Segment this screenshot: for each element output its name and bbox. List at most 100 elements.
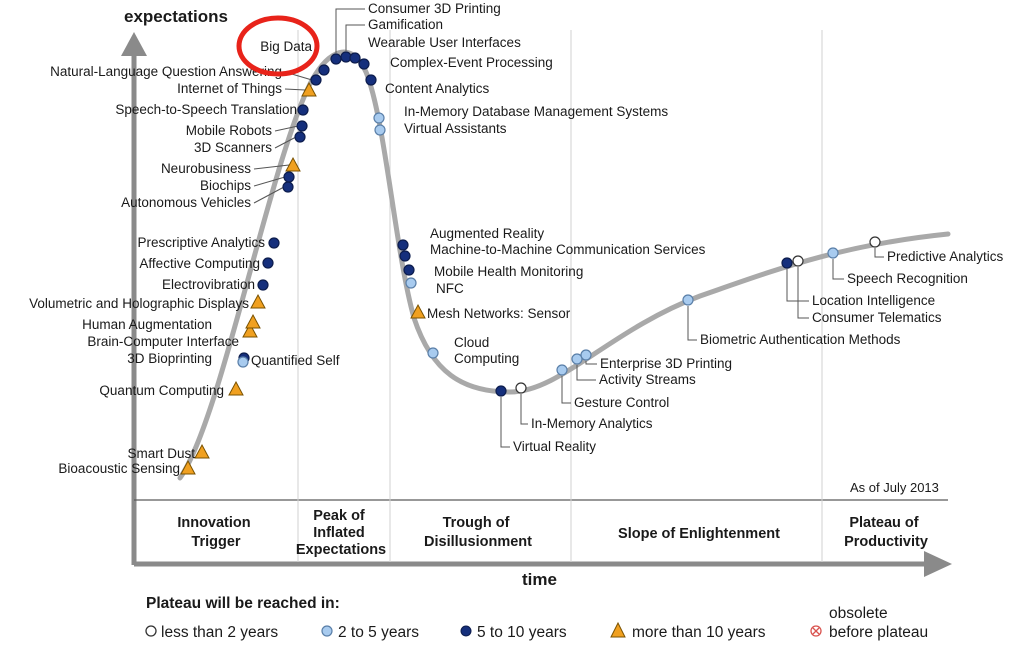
legend-obsolete-icon (810, 625, 822, 637)
label-gesture-control: Gesture Control (574, 395, 669, 410)
y-axis-title: expectations (124, 7, 228, 26)
leader-lines (253, 8, 884, 448)
marker-prescriptive-analytics (268, 237, 280, 249)
leader-speech-recognition (832, 259, 844, 280)
label-complex-event-processing: Complex-Event Processing (390, 55, 553, 70)
legend-5to10-icon (460, 625, 472, 637)
marker-cloud-computing (427, 347, 439, 359)
label-consumer-telematics: Consumer Telematics (812, 310, 942, 325)
label-activity-streams: Activity Streams (599, 372, 696, 387)
marker-consumer-telematics (792, 255, 804, 267)
label-smart-dust: Smart Dust (127, 446, 195, 461)
marker-smart-dust (194, 443, 210, 459)
marker-wearable-user-interfaces (349, 52, 361, 64)
label-machine-to-machine-communication-services: Machine-to-Machine Communication Service… (430, 242, 706, 257)
marker-in-memory-database-management-systems (373, 112, 385, 124)
label-prescriptive-analytics: Prescriptive Analytics (137, 235, 265, 250)
label-bioacoustic-sensing: Bioacoustic Sensing (58, 461, 180, 476)
legend-2to5-icon (321, 625, 333, 637)
legend-item-5to10: 5 to 10 years (460, 624, 567, 641)
label-gamification: Gamification (368, 17, 443, 32)
legend-gt10-icon (610, 621, 626, 638)
label-autonomous-vehicles: Autonomous Vehicles (121, 195, 251, 210)
legend-5to10-label: 5 to 10 years (477, 624, 567, 641)
label-biochips: Biochips (200, 178, 251, 193)
marker-bioacoustic-sensing (180, 459, 196, 475)
label-mobile-robots: Mobile Robots (186, 123, 273, 138)
technology-markers (180, 51, 881, 475)
marker-virtual-reality (495, 385, 507, 397)
phase-trough-of-disillusionment: Trough of Disillusionment (424, 515, 532, 550)
marker-predictive-analytics (869, 236, 881, 248)
x-axis-arrow-icon (924, 551, 952, 577)
marker-complex-event-processing (358, 58, 370, 70)
marker-volumetric-and-holographic-displays (250, 293, 266, 309)
phase-slope-of-enlightenment: Slope of Enlightenment (618, 526, 780, 542)
label-quantified-self: Quantified Self (251, 353, 340, 368)
leader-3d-scanners (274, 136, 297, 149)
leader-biometric-authentication-methods (687, 306, 697, 341)
phase-innovation-trigger: Innovation Trigger (177, 515, 254, 550)
legend-title: Plateau will be reached in: (146, 595, 340, 612)
marker-activity-streams (571, 353, 583, 365)
marker-speech-recognition (827, 247, 839, 259)
marker-autonomous-vehicles (282, 181, 294, 193)
label-consumer-3d-printing: Consumer 3D Printing (368, 1, 501, 16)
marker-nfc (405, 277, 417, 289)
legend-2to5-label: 2 to 5 years (338, 624, 419, 641)
label-wearable-user-interfaces: Wearable User Interfaces (368, 35, 521, 50)
leader-internet-of-things (284, 88, 306, 91)
leader-enterprise-3d-printing (585, 361, 597, 365)
label-virtual-assistants: Virtual Assistants (404, 121, 507, 136)
marker-biometric-authentication-methods (682, 294, 694, 306)
label-human-augmentation: Human Augmentation (82, 317, 212, 332)
legend-item-gt10: more than 10 years (610, 621, 766, 641)
leader-predictive-analytics (874, 248, 884, 258)
label-natural-language-question-answering: Natural-Language Question Answering (50, 64, 282, 79)
marker-neurobusiness (285, 156, 301, 172)
legend-lt2-label: less than 2 years (161, 624, 278, 641)
label-quantum-computing: Quantum Computing (99, 383, 224, 398)
legend-item-obsolete: obsolete before plateau (810, 605, 928, 641)
marker-location-intelligence (781, 257, 793, 269)
marker-virtual-assistants (374, 124, 386, 136)
leader-consumer-3d-printing (335, 8, 365, 53)
marker-biochips (283, 171, 295, 183)
marker-in-memory-analytics (515, 382, 527, 394)
y-axis-arrow-icon (121, 32, 147, 56)
legend-item-2to5: 2 to 5 years (321, 624, 419, 641)
label-mobile-health-monitoring: Mobile Health Monitoring (434, 264, 583, 279)
leader-location-intelligence (786, 269, 809, 302)
label-affective-computing: Affective Computing (139, 256, 260, 271)
label-big-data: Big Data (260, 39, 312, 54)
label-predictive-analytics: Predictive Analytics (887, 249, 1004, 264)
leader-virtual-reality (500, 397, 510, 448)
label-in-memory-analytics: In-Memory Analytics (531, 416, 653, 431)
leader-in-memory-analytics (520, 394, 528, 425)
marker-quantified-self (237, 356, 249, 368)
label-volumetric-and-holographic-displays: Volumetric and Holographic Displays (29, 296, 249, 311)
label-cloud-computing: Cloud Computing (454, 335, 519, 366)
marker-speech-to-speech-translation (297, 104, 309, 116)
big-data-highlight-circle (236, 15, 320, 77)
label-3d-bioprinting: 3D Bioprinting (127, 351, 212, 366)
legend-lt2-icon (145, 625, 157, 637)
marker-machine-to-machine-communication-services (399, 250, 411, 262)
label-enterprise-3d-printing: Enterprise 3D Printing (600, 356, 732, 371)
marker-internet-of-things (301, 81, 317, 97)
label-3d-scanners: 3D Scanners (194, 140, 272, 155)
phase-labels: Innovation Trigger Peak of Inflated Expe… (177, 508, 928, 558)
label-content-analytics: Content Analytics (385, 81, 490, 96)
phase-peak-of-inflated-expectations: Peak of Inflated Expectations (296, 508, 386, 558)
leader-neurobusiness (253, 164, 290, 170)
leader-mobile-robots (274, 125, 299, 132)
label-in-memory-database-management-systems: In-Memory Database Management Systems (404, 104, 668, 119)
marker-consumer-3d-printing (330, 53, 342, 65)
leader-gamification (345, 24, 365, 51)
label-virtual-reality: Virtual Reality (513, 439, 596, 454)
marker-gesture-control (556, 364, 568, 376)
marker-enterprise-3d-printing (580, 349, 592, 361)
legend-gt10-label: more than 10 years (632, 624, 766, 641)
leader-consumer-telematics (797, 267, 809, 319)
marker-brain-computer-interface (242, 322, 258, 338)
